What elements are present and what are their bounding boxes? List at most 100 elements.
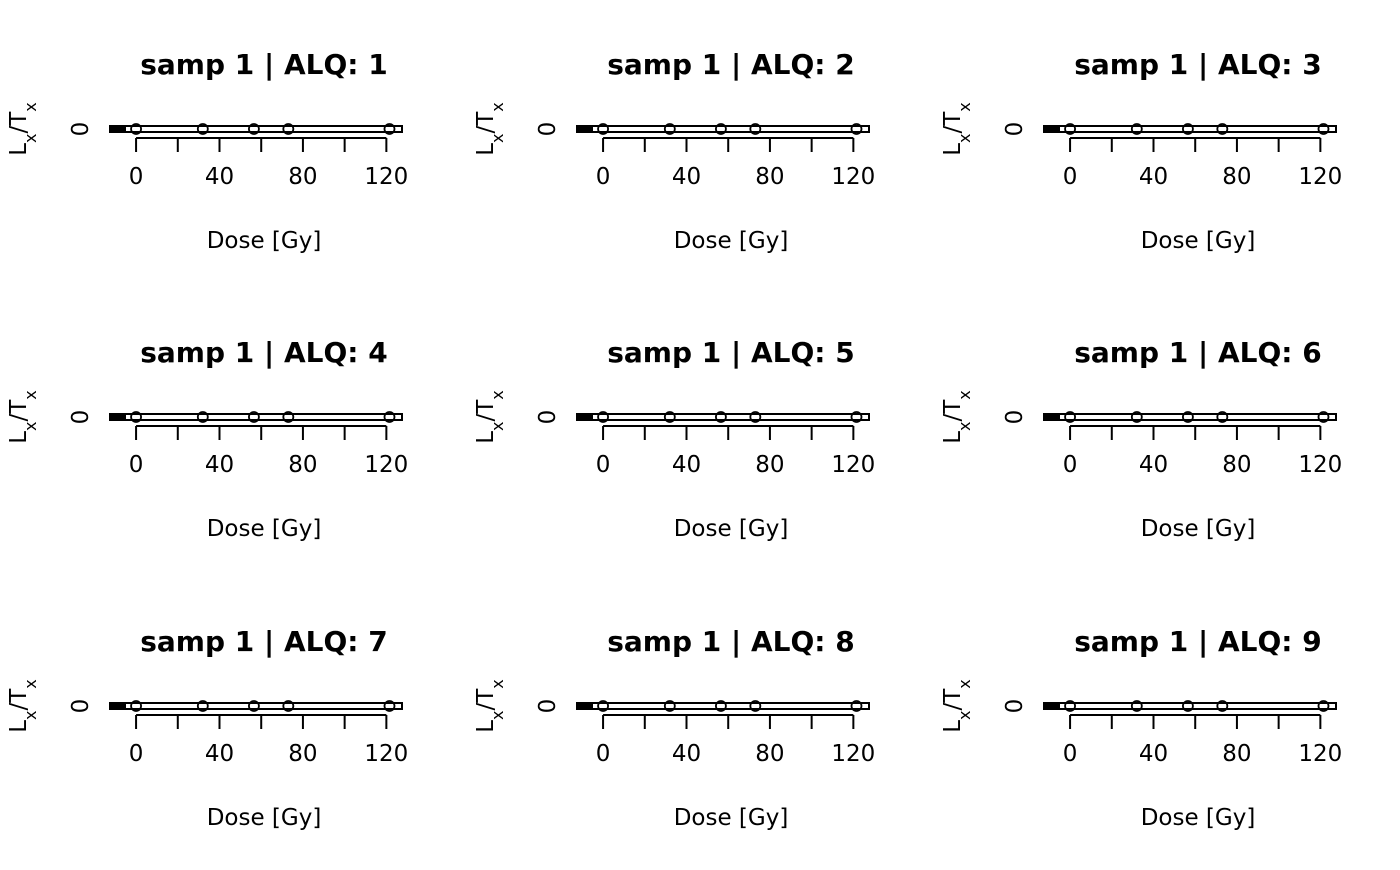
x-tick-label: 40 bbox=[205, 741, 234, 767]
data-point bbox=[383, 123, 396, 135]
x-tick-label: 0 bbox=[1063, 452, 1078, 478]
data-point bbox=[1182, 411, 1194, 423]
plot-box bbox=[109, 125, 403, 133]
plot-box bbox=[109, 702, 403, 710]
x-axis-label: Dose [Gy] bbox=[207, 805, 322, 831]
y-tick-label: 0 bbox=[535, 122, 561, 137]
x-tick-label: 0 bbox=[596, 741, 611, 767]
data-point bbox=[749, 411, 762, 423]
data-point bbox=[130, 123, 142, 135]
plot-box bbox=[576, 702, 870, 710]
data-point bbox=[1216, 700, 1229, 712]
data-point bbox=[282, 411, 295, 423]
chart-panel: samp 1 | ALQ: 3 0 40 80 120 0 Lx/Tx Dose [Gy] bbox=[940, 48, 1342, 254]
chart-panel: samp 1 | ALQ: 4 0 40 80 120 0 Lx/Tx Dose [Gy] bbox=[6, 336, 408, 542]
data-point bbox=[663, 700, 676, 712]
x-tick-label: 0 bbox=[129, 164, 144, 190]
y-axis-label: Lx/Tx bbox=[473, 679, 507, 733]
x-tick-label: 40 bbox=[1139, 164, 1168, 190]
data-cluster-mark bbox=[110, 414, 126, 420]
x-axis-label: Dose [Gy] bbox=[674, 516, 789, 542]
data-point bbox=[1216, 123, 1229, 135]
data-point bbox=[196, 123, 209, 135]
x-tick-label: 80 bbox=[755, 741, 784, 767]
x-tick-label: 40 bbox=[1139, 452, 1168, 478]
x-tick-label: 80 bbox=[755, 164, 784, 190]
data-cluster-mark bbox=[1044, 703, 1060, 709]
data-point bbox=[1317, 123, 1330, 135]
x-tick-label: 0 bbox=[129, 741, 144, 767]
x-tick-label: 120 bbox=[1298, 164, 1342, 190]
data-point bbox=[248, 700, 260, 712]
y-axis-label: Lx/Tx bbox=[6, 390, 40, 444]
y-tick-label: 0 bbox=[68, 122, 94, 137]
x-tick-label: 120 bbox=[364, 452, 408, 478]
x-tick-label: 80 bbox=[288, 741, 317, 767]
x-tick-label: 0 bbox=[596, 164, 611, 190]
chart-panel: samp 1 | ALQ: 7 0 40 80 120 0 Lx/Tx Dose [Gy] bbox=[6, 625, 408, 831]
panel-title: samp 1 | ALQ: 5 bbox=[607, 336, 854, 369]
y-tick-label: 0 bbox=[535, 699, 561, 714]
data-point bbox=[715, 123, 727, 135]
panel-title: samp 1 | ALQ: 2 bbox=[607, 48, 854, 81]
x-tick-label: 80 bbox=[1222, 452, 1251, 478]
panel-title: samp 1 | ALQ: 9 bbox=[1074, 625, 1321, 658]
chart-panel: samp 1 | ALQ: 8 0 40 80 120 0 Lx/Tx Dose [Gy] bbox=[473, 625, 875, 831]
plot-box bbox=[1043, 413, 1337, 421]
x-axis-label: Dose [Gy] bbox=[207, 228, 322, 254]
plot-box bbox=[1043, 125, 1337, 133]
x-tick-label: 120 bbox=[831, 741, 875, 767]
chart-panel: samp 1 | ALQ: 9 0 40 80 120 0 Lx/Tx Dose [Gy] bbox=[940, 625, 1342, 831]
chart-panel: samp 1 | ALQ: 2 0 40 80 120 0 Lx/Tx Dose [Gy] bbox=[473, 48, 875, 254]
data-point bbox=[1182, 700, 1194, 712]
data-cluster-mark bbox=[1044, 126, 1060, 132]
y-tick-label: 0 bbox=[68, 410, 94, 425]
x-tick-label: 80 bbox=[755, 452, 784, 478]
x-tick-label: 120 bbox=[1298, 452, 1342, 478]
data-point bbox=[663, 123, 676, 135]
data-point bbox=[663, 411, 676, 423]
y-axis-label: Lx/Tx bbox=[473, 102, 507, 156]
panel-title: samp 1 | ALQ: 6 bbox=[1074, 336, 1321, 369]
data-point bbox=[383, 700, 396, 712]
x-tick-label: 120 bbox=[1298, 741, 1342, 767]
x-tick-label: 0 bbox=[1063, 741, 1078, 767]
data-point bbox=[1064, 411, 1076, 423]
data-point bbox=[196, 411, 209, 423]
x-tick-label: 120 bbox=[831, 452, 875, 478]
y-tick-label: 0 bbox=[1002, 699, 1028, 714]
x-axis-label: Dose [Gy] bbox=[207, 516, 322, 542]
y-axis-label: Lx/Tx bbox=[940, 102, 974, 156]
data-point bbox=[248, 123, 260, 135]
x-tick-label: 40 bbox=[1139, 741, 1168, 767]
plot-box bbox=[109, 413, 403, 421]
chart-panel: samp 1 | ALQ: 6 0 40 80 120 0 Lx/Tx Dose [Gy] bbox=[940, 336, 1342, 542]
y-axis-label: Lx/Tx bbox=[940, 390, 974, 444]
data-point bbox=[1064, 123, 1076, 135]
x-tick-label: 40 bbox=[205, 164, 234, 190]
x-tick-label: 40 bbox=[672, 452, 701, 478]
data-point bbox=[850, 700, 863, 712]
x-tick-label: 40 bbox=[672, 741, 701, 767]
y-axis-label: Lx/Tx bbox=[6, 102, 40, 156]
data-point bbox=[850, 123, 863, 135]
chart-panel: samp 1 | ALQ: 1 0 40 80 120 0 Lx/Tx Dose [Gy] bbox=[6, 48, 408, 254]
data-point bbox=[1317, 411, 1330, 423]
data-point bbox=[850, 411, 863, 423]
x-tick-label: 80 bbox=[288, 164, 317, 190]
data-point bbox=[1130, 700, 1143, 712]
x-axis-label: Dose [Gy] bbox=[1141, 516, 1256, 542]
x-tick-label: 120 bbox=[364, 741, 408, 767]
data-point bbox=[130, 700, 142, 712]
data-point bbox=[597, 123, 609, 135]
x-tick-label: 40 bbox=[672, 164, 701, 190]
x-tick-label: 0 bbox=[596, 452, 611, 478]
panel-title: samp 1 | ALQ: 4 bbox=[140, 336, 387, 369]
panel-title: samp 1 | ALQ: 1 bbox=[140, 48, 387, 81]
y-axis-label: Lx/Tx bbox=[473, 390, 507, 444]
x-axis-label: Dose [Gy] bbox=[1141, 228, 1256, 254]
y-axis-label: Lx/Tx bbox=[940, 679, 974, 733]
x-tick-label: 120 bbox=[831, 164, 875, 190]
